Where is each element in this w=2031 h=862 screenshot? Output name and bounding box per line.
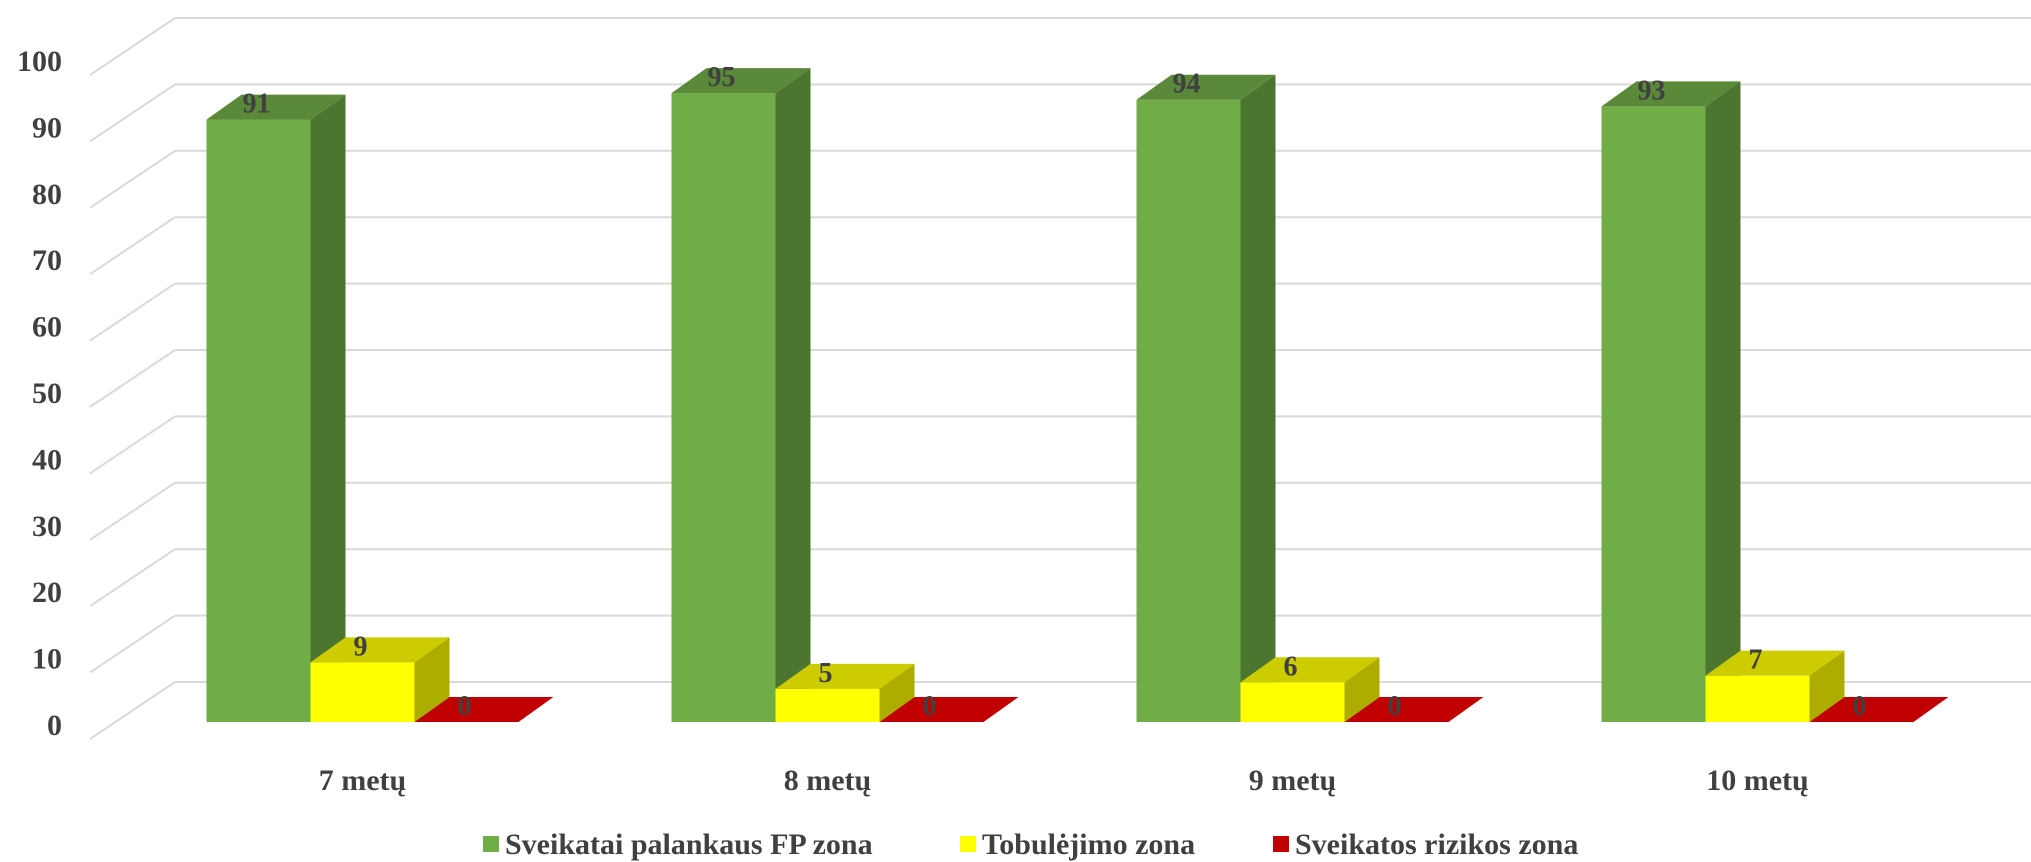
- y-tick-label: 20: [32, 576, 62, 609]
- legend-item: Sveikatos rizikos zona: [1273, 828, 1578, 861]
- y-tick-label: 100: [17, 45, 62, 78]
- bars: [206, 68, 1949, 723]
- data-label: 94: [1173, 69, 1201, 100]
- bar: [1705, 650, 1845, 722]
- bar-front: [310, 662, 415, 722]
- bar: [879, 697, 1019, 722]
- data-labels: 91 9 0 95 5 0 94 6 0 93 7 0: [243, 62, 1867, 722]
- gridline-side: [89, 216, 176, 276]
- bar-top: [414, 697, 554, 722]
- bar-side: [775, 68, 811, 723]
- legend: Sveikatai palankaus FP zona Tobulėjimo zo…: [483, 828, 1578, 861]
- gridline-side: [89, 282, 176, 342]
- y-tick-label: 90: [32, 111, 62, 144]
- y-tick-label: 80: [32, 178, 62, 211]
- x-category-label: 10 metų: [1706, 764, 1808, 797]
- bar-side: [1809, 650, 1845, 722]
- gridline-side: [89, 17, 176, 76]
- legend-item: Tobulėjimo zona: [960, 828, 1195, 861]
- x-category-label: 9 metų: [1249, 764, 1336, 797]
- gridline-side: [89, 681, 176, 740]
- y-axis-ticks: 0 10 20 30 40 50 60 70 80 90 100: [17, 45, 62, 742]
- legend-label: Tobulėjimo zona: [982, 828, 1195, 861]
- bar-side: [879, 663, 915, 722]
- bar: [1344, 697, 1484, 722]
- bar-top: [775, 663, 915, 689]
- data-label: 0: [1388, 691, 1402, 722]
- bar: [1601, 81, 1741, 723]
- data-label: 93: [1638, 75, 1666, 106]
- x-axis-categories: 7 metų 8 metų 9 metų 10 metų: [319, 764, 1809, 797]
- x-category-label: 7 metų: [319, 764, 406, 797]
- gridline-side: [89, 481, 176, 541]
- bar-side: [1344, 657, 1380, 722]
- data-label: 7: [1749, 645, 1763, 676]
- bar: [671, 68, 811, 723]
- gridline-side: [89, 415, 176, 475]
- bar: [775, 663, 915, 722]
- bar-side: [1705, 81, 1741, 723]
- gridline-side: [89, 83, 176, 143]
- legend-item: Sveikatai palankaus FP zona: [483, 828, 873, 861]
- bar: [1809, 697, 1949, 722]
- gridline-side: [89, 614, 176, 674]
- bar-top: [1601, 81, 1741, 107]
- bar-side: [310, 94, 346, 722]
- gridline-side: [89, 149, 176, 209]
- bar-front: [1601, 106, 1706, 723]
- bar: [206, 94, 346, 722]
- bar-front: [1705, 675, 1810, 722]
- bar-top: [1344, 697, 1484, 722]
- y-tick-label: 0: [47, 709, 62, 742]
- bar-front: [775, 688, 880, 722]
- bar-top: [1240, 657, 1380, 683]
- data-label: 0: [458, 691, 472, 722]
- bar-top: [206, 94, 346, 120]
- legend-swatch: [960, 836, 976, 852]
- gridline-side: [89, 349, 176, 408]
- legend-label: Sveikatos rizikos zona: [1295, 828, 1578, 861]
- legend-swatch: [1273, 836, 1289, 852]
- data-label: 9: [354, 631, 368, 662]
- legend-swatch: [483, 836, 499, 852]
- bar-side: [1240, 74, 1276, 723]
- data-label: 6: [1284, 651, 1298, 682]
- y-tick-label: 40: [32, 443, 62, 476]
- bar-top: [1809, 697, 1949, 722]
- bar: [1136, 74, 1276, 723]
- bar-front: [1136, 99, 1241, 723]
- y-tick-label: 50: [32, 377, 62, 410]
- y-tick-label: 60: [32, 311, 62, 344]
- bar-top: [1705, 650, 1845, 676]
- data-label: 95: [708, 62, 736, 93]
- data-label: 91: [243, 89, 271, 120]
- y-tick-label: 70: [32, 244, 62, 277]
- y-tick-label: 10: [32, 643, 62, 676]
- data-label: 0: [1853, 691, 1867, 722]
- bar: [310, 637, 450, 722]
- x-category-label: 8 metų: [784, 764, 871, 797]
- bar-top: [671, 68, 811, 94]
- bar-front: [206, 119, 311, 722]
- y-tick-label: 30: [32, 510, 62, 543]
- gridline-side: [89, 548, 176, 608]
- bar-top: [310, 637, 450, 663]
- bar-front: [671, 93, 776, 723]
- data-label: 0: [923, 691, 937, 722]
- legend-label: Sveikatai palankaus FP zona: [505, 828, 873, 861]
- data-label: 5: [819, 658, 833, 689]
- bar: [1240, 657, 1380, 722]
- bar: [414, 697, 554, 722]
- bar-top: [879, 697, 1019, 722]
- bar-top: [1136, 74, 1276, 100]
- bar-side: [414, 637, 450, 722]
- bar-front: [1240, 682, 1345, 722]
